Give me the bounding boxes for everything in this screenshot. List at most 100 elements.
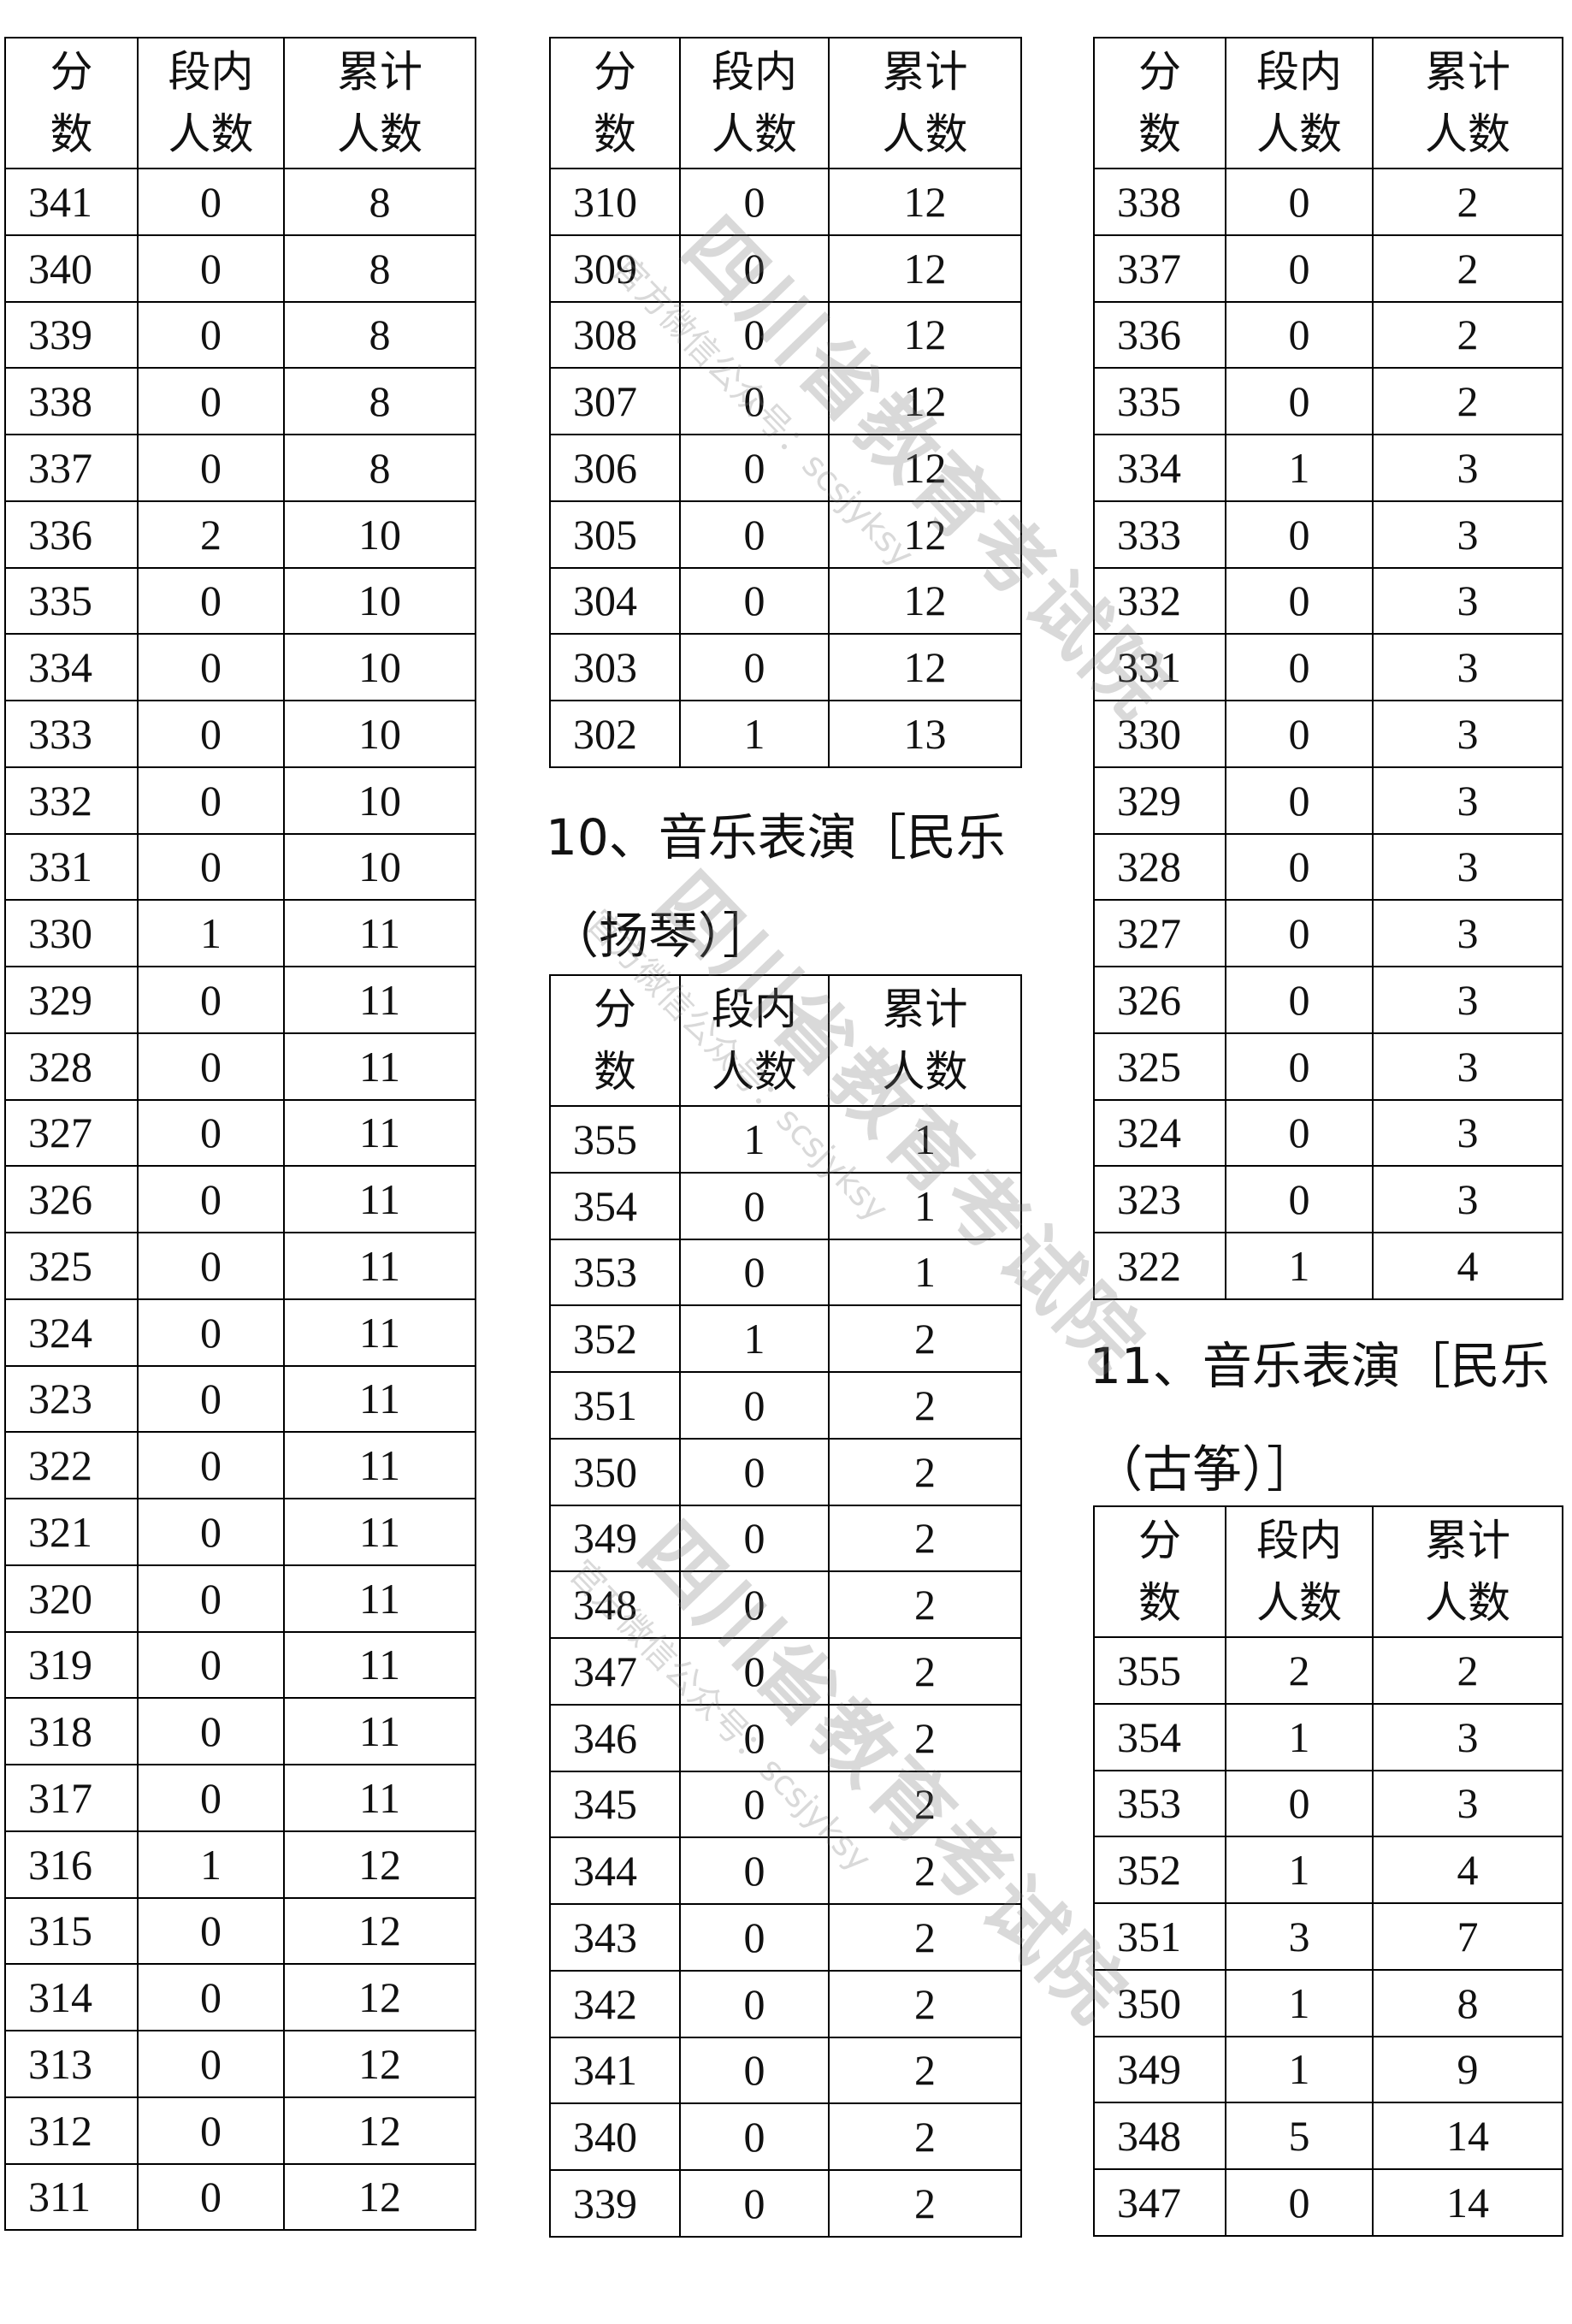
cell: 335 (1093, 367, 1226, 435)
cell: 336 (1093, 300, 1226, 370)
cell: 325 (1093, 1032, 1226, 1101)
data-row: 327 0 11 (4, 1098, 476, 1168)
cell: 2 (828, 1703, 1022, 1772)
cell: 331 (1093, 633, 1226, 701)
cell: 0 (137, 1032, 285, 1101)
data-row: 348 0 2 (549, 1570, 1022, 1639)
data-row: 302 1 13 (549, 700, 1022, 768)
cell: 303 (549, 633, 681, 701)
cell: 0 (679, 1836, 830, 1905)
cell: 3 (1372, 434, 1563, 502)
cell: 11 (283, 899, 476, 967)
data-row: 352 1 2 (549, 1304, 1022, 1373)
cell: 316 (4, 1830, 139, 1899)
score-table: 分数段内 人数 累计 人数 355 2 2 354 1 3 353 0 3 352 1 4 351 3 7 350 1 8… (1093, 1505, 1563, 2237)
data-row: 347 0 2 (549, 1637, 1022, 1706)
cell: 2 (828, 2169, 1022, 2238)
cell: 12 (828, 633, 1022, 701)
data-row: 313 0 12 (4, 2030, 476, 2098)
cell: 4 (1372, 1836, 1563, 1904)
cell: 12 (283, 1896, 476, 1966)
data-row: 350 0 2 (549, 1437, 1022, 1506)
cell: 322 (4, 1431, 139, 1499)
cell: 3 (1225, 1902, 1374, 1971)
header-row: 分数段内 人数 累计 人数 (4, 37, 476, 169)
cell: 326 (4, 1165, 139, 1233)
cell: 8 (283, 434, 476, 502)
cell: 337 (4, 434, 139, 502)
data-row: 326 0 3 (1093, 966, 1563, 1034)
cell: 12 (828, 300, 1022, 370)
cell: 0 (679, 1570, 830, 1639)
cell: 8 (283, 300, 476, 370)
cell: 3 (1372, 1098, 1563, 1168)
cell: 0 (137, 1630, 285, 1700)
data-row: 308 0 12 (549, 300, 1022, 370)
header-cell: 段内 人数 (1225, 37, 1374, 169)
cell: 353 (549, 1238, 681, 1307)
cell: 0 (679, 2036, 830, 2105)
cell: 315 (4, 1896, 139, 1966)
header-text: 累计 (882, 47, 968, 97)
cell: 339 (4, 300, 139, 370)
cell: 12 (828, 434, 1022, 502)
data-row: 305 0 12 (549, 500, 1022, 569)
data-row: 346 0 2 (549, 1703, 1022, 1772)
cell: 348 (1093, 2102, 1226, 2170)
cell: 7 (1372, 1902, 1563, 1971)
header-text: 人数 (1256, 109, 1342, 159)
data-row: 347 0 14 (1093, 2168, 1563, 2237)
header-cell: 累计 人数 (828, 37, 1022, 169)
cell: 350 (1093, 1968, 1226, 2037)
cell: 1 (1225, 1836, 1374, 1904)
cell: 329 (4, 966, 139, 1034)
data-row: 354 1 3 (1093, 1702, 1563, 1771)
data-row: 322 0 11 (4, 1431, 476, 1499)
cell: 11 (283, 1032, 476, 1101)
cell: 8 (283, 367, 476, 435)
cell: 11 (283, 1498, 476, 1566)
cell: 0 (679, 1437, 830, 1506)
header-row: 分数段内 人数 累计 人数 (549, 37, 1022, 169)
data-row: 339 0 8 (4, 300, 476, 370)
data-row: 328 0 11 (4, 1032, 476, 1101)
cell: 323 (1093, 1165, 1226, 1233)
cell: 10 (283, 500, 476, 569)
cell: 0 (137, 234, 285, 303)
cell: 2 (828, 1969, 1022, 2038)
cell: 1 (679, 700, 830, 768)
cell: 331 (4, 832, 139, 902)
header-text: 人数 (1425, 1577, 1510, 1628)
score-table: 分数段内 人数 累计 人数 310 0 12 309 0 12 308 0 12 307 0 12 306 0 12… (549, 37, 1022, 768)
data-row: 330 1 11 (4, 899, 476, 967)
cell: 0 (1225, 1098, 1374, 1168)
cell: 0 (137, 1298, 285, 1367)
cell: 312 (4, 2096, 139, 2165)
data-row: 329 0 3 (1093, 766, 1563, 835)
cell: 0 (137, 168, 285, 236)
cell: 0 (679, 168, 830, 236)
cell: 329 (1093, 766, 1226, 835)
header-text: 分 (1138, 47, 1181, 97)
cell: 347 (1093, 2168, 1226, 2237)
cell: 309 (549, 234, 681, 303)
cell: 349 (1093, 2035, 1226, 2104)
cell: 338 (4, 367, 139, 435)
data-row: 336 0 2 (1093, 300, 1563, 370)
cell: 11 (283, 1764, 476, 1832)
data-row: 319 0 11 (4, 1630, 476, 1700)
cell: 310 (549, 168, 681, 236)
data-row: 344 0 2 (549, 1836, 1022, 1905)
data-row: 338 0 8 (4, 367, 476, 435)
data-row: 350 1 8 (1093, 1968, 1563, 2037)
data-row: 325 0 3 (1093, 1032, 1563, 1101)
header-cell: 累计 人数 (283, 37, 476, 169)
score-table: 分数段内 人数 累计 人数 355 1 1 354 0 1 353 0 1 352 1 2 351 0 2 350 0 2… (549, 974, 1022, 2238)
data-row: 326 0 11 (4, 1165, 476, 1233)
data-row: 314 0 12 (4, 1963, 476, 2031)
cell: 350 (549, 1437, 681, 1506)
score-table: 分数段内 人数 累计 人数 338 0 2 337 0 2 336 0 2 335 0 2 334 1 3 333 0 3… (1093, 37, 1563, 1300)
cell: 319 (4, 1630, 139, 1700)
data-row: 306 0 12 (549, 434, 1022, 502)
